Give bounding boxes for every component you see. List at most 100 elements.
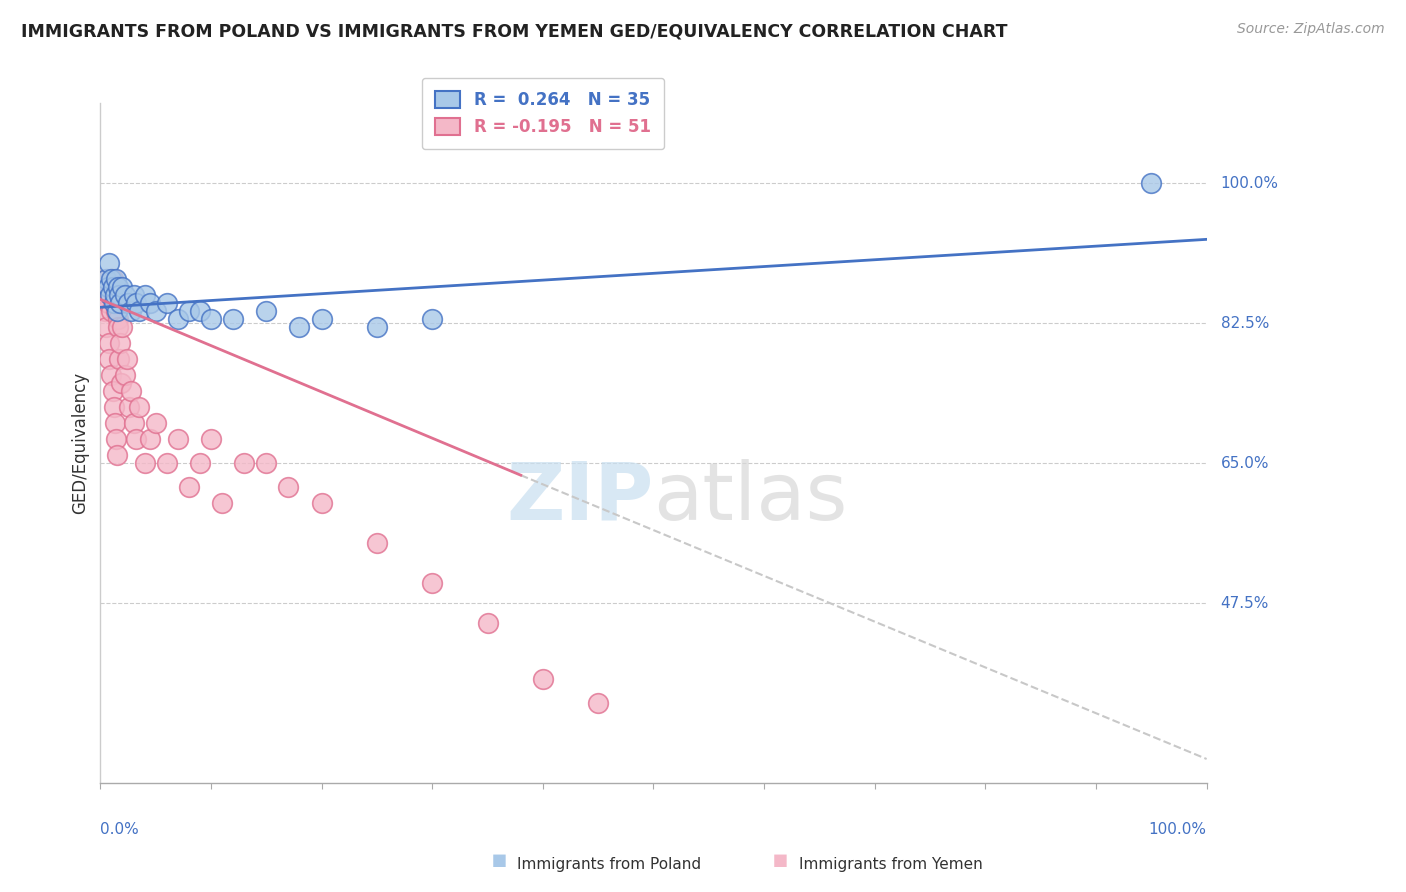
Point — [277, 480, 299, 494]
Point — [117, 296, 139, 310]
Point — [128, 304, 150, 318]
Point — [104, 296, 127, 310]
Point — [104, 272, 127, 286]
Text: 100.0%: 100.0% — [1220, 176, 1278, 191]
Point — [97, 296, 120, 310]
Point — [188, 304, 211, 318]
Text: 47.5%: 47.5% — [1220, 596, 1268, 611]
Text: IMMIGRANTS FROM POLAND VS IMMIGRANTS FROM YEMEN GED/EQUIVALENCY CORRELATION CHAR: IMMIGRANTS FROM POLAND VS IMMIGRANTS FRO… — [21, 22, 1008, 40]
Point — [94, 320, 117, 334]
Point — [107, 280, 129, 294]
Point — [586, 696, 609, 710]
Point — [122, 416, 145, 430]
Point — [156, 296, 179, 310]
Point — [188, 456, 211, 470]
Point — [101, 272, 124, 286]
Point — [96, 272, 118, 286]
Point — [104, 304, 127, 318]
Point — [105, 448, 128, 462]
Point — [233, 456, 256, 470]
Point — [108, 352, 131, 367]
Point — [118, 401, 141, 415]
Point — [93, 288, 115, 302]
Point — [98, 336, 121, 351]
Point — [366, 320, 388, 334]
Point — [103, 296, 125, 310]
Point — [104, 416, 127, 430]
Point — [114, 368, 136, 383]
Text: 0.0%: 0.0% — [100, 822, 139, 837]
Point — [120, 384, 142, 399]
Point — [103, 401, 125, 415]
Point — [105, 304, 128, 318]
Point — [100, 368, 122, 383]
Point — [200, 312, 222, 326]
Point — [100, 272, 122, 286]
Text: Source: ZipAtlas.com: Source: ZipAtlas.com — [1237, 22, 1385, 37]
Text: ▪: ▪ — [491, 848, 508, 872]
Point — [103, 288, 125, 302]
Point — [98, 288, 121, 302]
Point — [134, 288, 156, 302]
Point — [288, 320, 311, 334]
Text: 82.5%: 82.5% — [1220, 316, 1268, 331]
Point — [111, 320, 134, 334]
Point — [211, 496, 233, 510]
Point — [101, 280, 124, 294]
Point — [128, 401, 150, 415]
Point — [1140, 177, 1163, 191]
Point — [94, 272, 117, 286]
Point — [105, 280, 128, 294]
Text: ▪: ▪ — [772, 848, 789, 872]
Point — [108, 288, 131, 302]
Point — [366, 536, 388, 550]
Point — [222, 312, 245, 326]
Point — [122, 288, 145, 302]
Point — [125, 432, 148, 446]
Point — [139, 432, 162, 446]
Point — [145, 304, 167, 318]
Text: Immigrants from Poland: Immigrants from Poland — [517, 857, 702, 872]
Point — [107, 320, 129, 334]
Point — [125, 296, 148, 310]
Point — [254, 456, 277, 470]
Text: ZIP: ZIP — [506, 458, 654, 537]
Y-axis label: GED/Equivalency: GED/Equivalency — [72, 372, 89, 515]
Point — [100, 304, 122, 318]
Point — [139, 296, 162, 310]
Point — [104, 432, 127, 446]
Point — [98, 288, 121, 302]
Point — [115, 352, 138, 367]
Point — [166, 432, 188, 446]
Text: Immigrants from Yemen: Immigrants from Yemen — [799, 857, 983, 872]
Point — [156, 456, 179, 470]
Point — [110, 296, 132, 310]
Point — [101, 384, 124, 399]
Point — [120, 304, 142, 318]
Point — [531, 672, 554, 686]
Point — [420, 576, 443, 591]
Point — [477, 616, 499, 631]
Point — [145, 416, 167, 430]
Point — [98, 256, 121, 270]
Text: 65.0%: 65.0% — [1220, 456, 1270, 471]
Text: atlas: atlas — [654, 458, 848, 537]
Point — [420, 312, 443, 326]
Legend: R =  0.264   N = 35, R = -0.195   N = 51: R = 0.264 N = 35, R = -0.195 N = 51 — [422, 78, 664, 149]
Point — [107, 312, 129, 326]
Point — [94, 304, 117, 318]
Point — [97, 280, 120, 294]
Point — [134, 456, 156, 470]
Point — [104, 288, 127, 302]
Point — [177, 304, 200, 318]
Point — [177, 480, 200, 494]
Point — [311, 496, 333, 510]
Point — [200, 432, 222, 446]
Point — [254, 304, 277, 318]
Point — [166, 312, 188, 326]
Point — [111, 280, 134, 294]
Text: 100.0%: 100.0% — [1149, 822, 1206, 837]
Point — [114, 288, 136, 302]
Point — [311, 312, 333, 326]
Point — [110, 376, 132, 391]
